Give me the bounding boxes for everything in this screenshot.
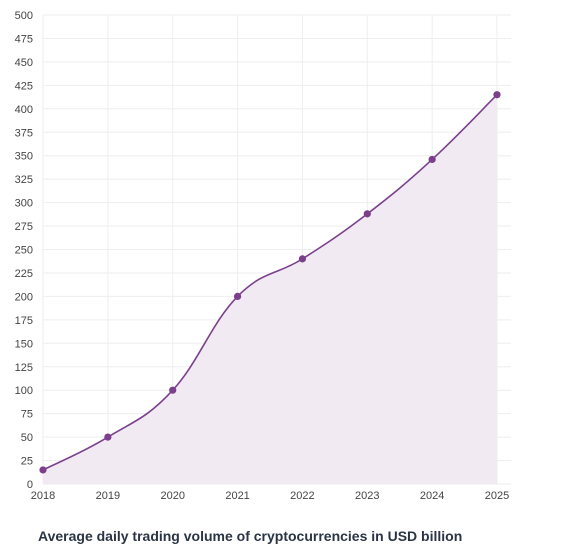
y-tick-label: 275 — [15, 221, 33, 233]
chart-points-layer — [39, 91, 501, 474]
chart-line-layer — [42, 94, 498, 471]
data-point[interactable] — [493, 91, 501, 99]
data-point[interactable] — [298, 255, 307, 263]
y-tick-label: 475 — [15, 33, 33, 45]
y-tick-label: 100 — [15, 385, 33, 397]
x-tick-label: 2018 — [31, 490, 55, 502]
x-tick-label: 2025 — [485, 490, 509, 502]
data-point[interactable] — [363, 210, 371, 218]
y-tick-label: 200 — [15, 291, 33, 303]
x-tick-label: 2023 — [355, 490, 379, 502]
y-axis-ticks: 0 25 50 75 100 125 150 175 200 225 250 275 300 325 350… — [15, 10, 33, 491]
data-point[interactable] — [169, 386, 177, 394]
x-tick-label: 2024 — [420, 490, 444, 502]
y-tick-label: 25 — [21, 456, 33, 468]
y-tick-label: 250 — [15, 245, 33, 257]
y-tick-label: 125 — [15, 362, 33, 374]
y-tick-label: 450 — [15, 57, 33, 69]
y-tick-label: 500 — [15, 10, 33, 22]
chart-area-layer — [43, 94, 497, 484]
data-point[interactable] — [104, 433, 112, 441]
x-tick-label: 2022 — [290, 490, 314, 502]
y-tick-label: 375 — [15, 127, 33, 139]
y-tick-label: 425 — [15, 80, 33, 92]
y-tick-label: 400 — [15, 104, 33, 116]
chart-svg: 0 25 50 75 100 125 150 175 200 225 250 275 300 325 350… — [15, 10, 511, 502]
y-tick-label: 175 — [15, 315, 33, 327]
y-tick-label: 0 — [27, 479, 33, 491]
y-tick-label: 350 — [15, 151, 33, 163]
data-point[interactable] — [233, 292, 242, 300]
x-tick-label: 2019 — [96, 490, 120, 502]
y-tick-label: 325 — [15, 174, 33, 186]
data-point[interactable] — [428, 155, 436, 164]
x-tick-label: 2020 — [160, 490, 184, 502]
x-axis-ticks: 2018 2019 2020 2021 2022 2023 2024 2025 — [31, 490, 509, 502]
data-point[interactable] — [39, 466, 47, 474]
series-line — [42, 94, 498, 471]
series-area — [43, 94, 497, 484]
chart-title: Average daily trading volume of cryptocu… — [38, 528, 463, 544]
y-tick-label: 300 — [15, 198, 33, 210]
y-tick-label: 50 — [21, 432, 33, 444]
y-tick-label: 75 — [21, 409, 33, 421]
y-tick-label: 150 — [15, 338, 33, 350]
y-tick-label: 225 — [15, 268, 33, 280]
x-tick-label: 2021 — [225, 490, 249, 502]
